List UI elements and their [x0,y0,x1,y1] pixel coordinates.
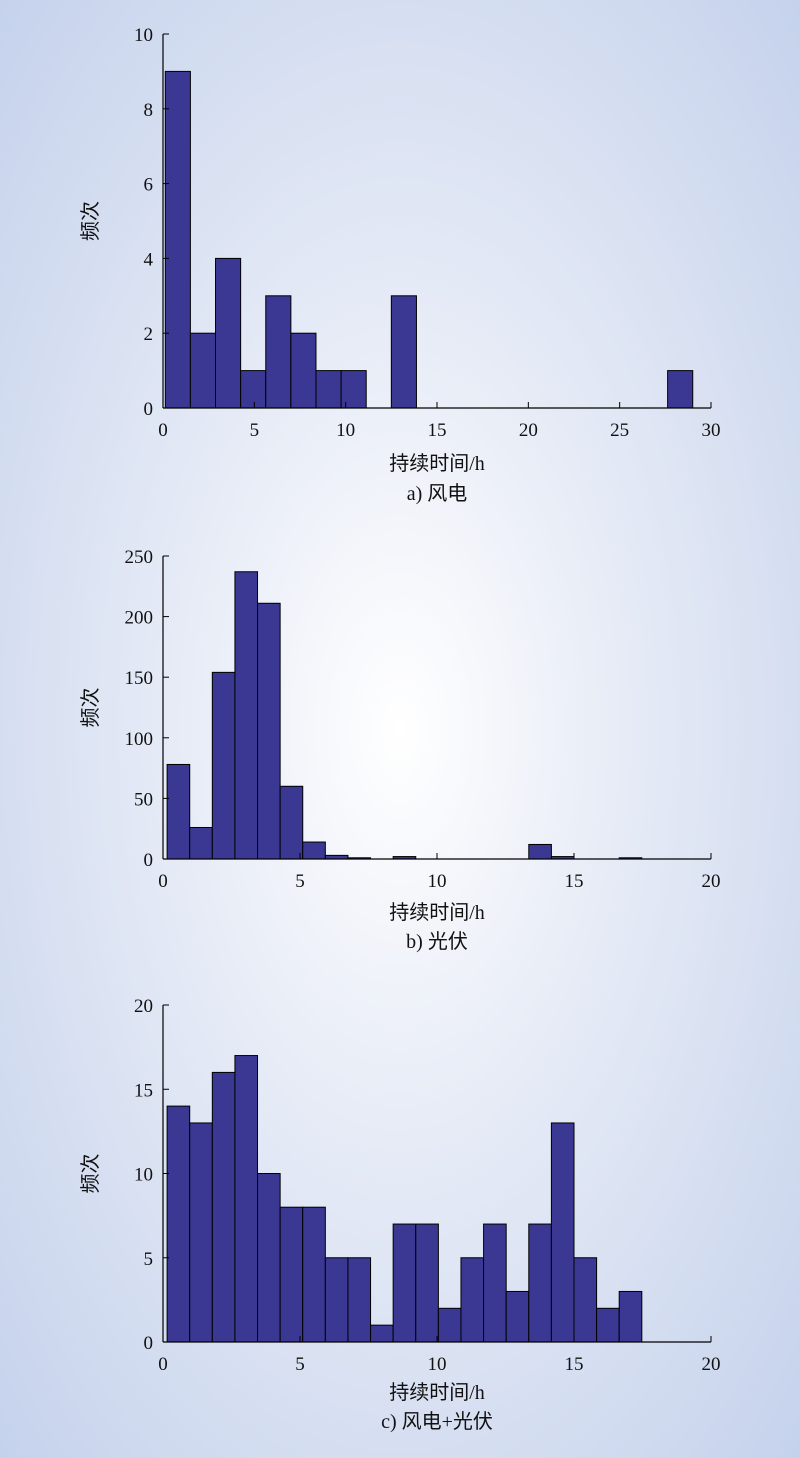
histogram-bar [460,1257,485,1343]
histogram-bar [573,1257,598,1343]
x-tick-label: 10 [428,1354,447,1375]
y-tick-label: 200 [125,608,154,629]
x-tick-label: 10 [428,871,447,892]
histogram-bar [505,1290,530,1343]
x-tick-label: 5 [295,871,305,892]
histogram-bar [257,1173,281,1343]
x-tick-label: 0 [158,420,168,441]
histogram-bar [390,295,417,409]
y-tick-label: 0 [144,1333,154,1354]
x-tick-label: 15 [428,420,447,441]
y-tick-label: 8 [144,100,154,121]
y-tick-label: 10 [134,25,153,46]
y-axis-label: 频次 [79,1154,102,1194]
histogram-bar [279,785,304,860]
y-tick-label: 15 [134,1080,153,1101]
histogram-bar [483,1223,507,1343]
x-tick-label: 20 [702,1354,721,1375]
histogram-bar [392,1223,417,1343]
histogram-bar [437,1307,462,1343]
y-tick-label: 4 [144,249,154,270]
y-tick-label: 250 [125,547,154,568]
x-tick-label: 30 [702,420,721,441]
histogram-bar [164,70,191,409]
histogram-bar [596,1307,620,1343]
y-tick-label: 0 [144,850,154,871]
histogram-bar [302,841,326,860]
histogram-bar [211,1071,236,1343]
y-tick-label: 2 [144,324,154,345]
x-tick-label: 5 [250,420,260,441]
histogram-bar [166,763,191,860]
histogram-bar [415,1223,439,1343]
histogram-bar [550,1122,575,1343]
histogram-bar [166,1105,191,1343]
y-tick-label: 0 [144,399,154,420]
histogram-bar [240,370,267,409]
histogram-bar [315,370,342,409]
histogram-bar [189,332,217,409]
histogram-bar [279,1206,304,1343]
x-tick-label: 20 [519,420,538,441]
x-tick-label: 15 [565,871,584,892]
y-tick-label: 100 [125,729,154,750]
histogram-bar [234,571,259,860]
histogram-bar [528,1223,552,1343]
histogram-bar [347,1257,372,1343]
x-tick-label: 20 [702,871,721,892]
y-tick-label: 5 [144,1249,154,1270]
chart-panel-3: 0 5 10 15 20 0 5 10 15 20 持续时间/h 频次 c) 风电+光伏 [79,996,721,1433]
histogram-bar [257,602,281,860]
histogram-bar [302,1206,326,1343]
histogram-bar [528,843,552,860]
y-tick-label: 10 [134,1165,153,1186]
histogram-bar [211,671,236,860]
panel-caption: a) 风电 [407,482,468,505]
x-tick-label: 25 [610,420,629,441]
y-tick-label: 150 [125,668,154,689]
histogram-bar [265,295,292,409]
x-tick-label: 15 [565,1354,584,1375]
y-tick-label: 20 [134,996,153,1017]
y-tick-label: 6 [144,175,154,196]
histogram-bar [340,370,367,409]
histogram-bar [324,1257,349,1343]
x-tick-label: 10 [336,420,355,441]
x-axis-label: 持续时间/h [389,452,485,475]
x-axis-label: 持续时间/h [389,901,485,924]
x-tick-label: 0 [158,871,168,892]
y-axis-label: 频次 [79,201,102,241]
chart-panel-1: 0 5 10 15 20 25 30 0 2 4 6 8 10 持续时间/h 频次 a) 风电 [79,25,721,505]
histogram-bar [189,1122,213,1343]
x-tick-label: 0 [158,1354,168,1375]
panel-caption: b) 光伏 [406,930,468,953]
histogram-bar [667,370,694,409]
panel-caption: c) 风电+光伏 [381,1410,493,1433]
y-axis-label: 频次 [79,688,102,728]
histogram-bar [234,1055,259,1343]
histogram-bar [215,257,242,409]
x-axis-label: 持续时间/h [389,1381,485,1404]
histogram-bar [370,1324,394,1343]
histogram-bar [618,1290,643,1343]
histogram-bar [290,332,317,409]
histogram-bar [189,826,213,860]
y-tick-label: 50 [134,789,153,810]
x-tick-label: 5 [295,1354,305,1375]
